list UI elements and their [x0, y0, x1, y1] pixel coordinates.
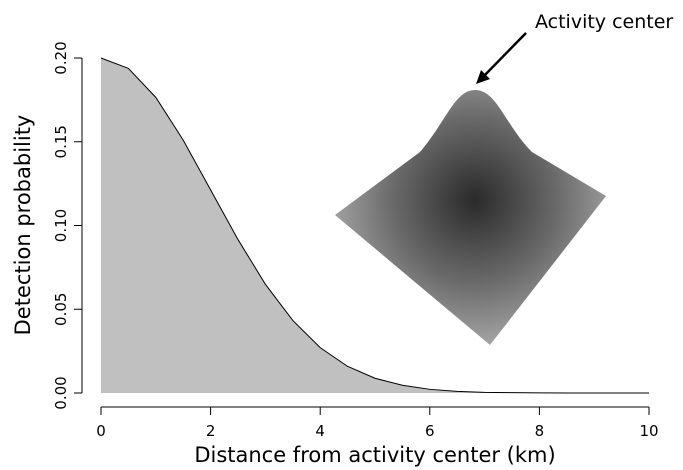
x-tick-label: 8 [535, 422, 545, 440]
line [100, 57, 649, 394]
annotation-arrow [479, 32, 527, 81]
y-tick-label: 0.20 [52, 41, 70, 74]
x-tick-label: 6 [425, 422, 435, 440]
x-tick-label: 0 [96, 422, 106, 440]
y-axis-label: Detection probability [11, 115, 35, 336]
area [101, 58, 649, 393]
x-tick-label: 10 [639, 422, 658, 440]
y-tick-label: 0.10 [52, 209, 70, 242]
x-axis-label: Distance from activity center (km) [194, 443, 555, 467]
annotation: Activity center [535, 11, 673, 33]
y-tick-label: 0.00 [52, 376, 70, 409]
x-tick-label: 4 [315, 422, 325, 440]
y-tick-label: 0.15 [52, 125, 70, 158]
y-tick-label: 0.05 [52, 293, 70, 326]
surface-inset [335, 90, 606, 345]
x-tick-label: 2 [206, 422, 216, 440]
arrow-head [476, 70, 490, 84]
